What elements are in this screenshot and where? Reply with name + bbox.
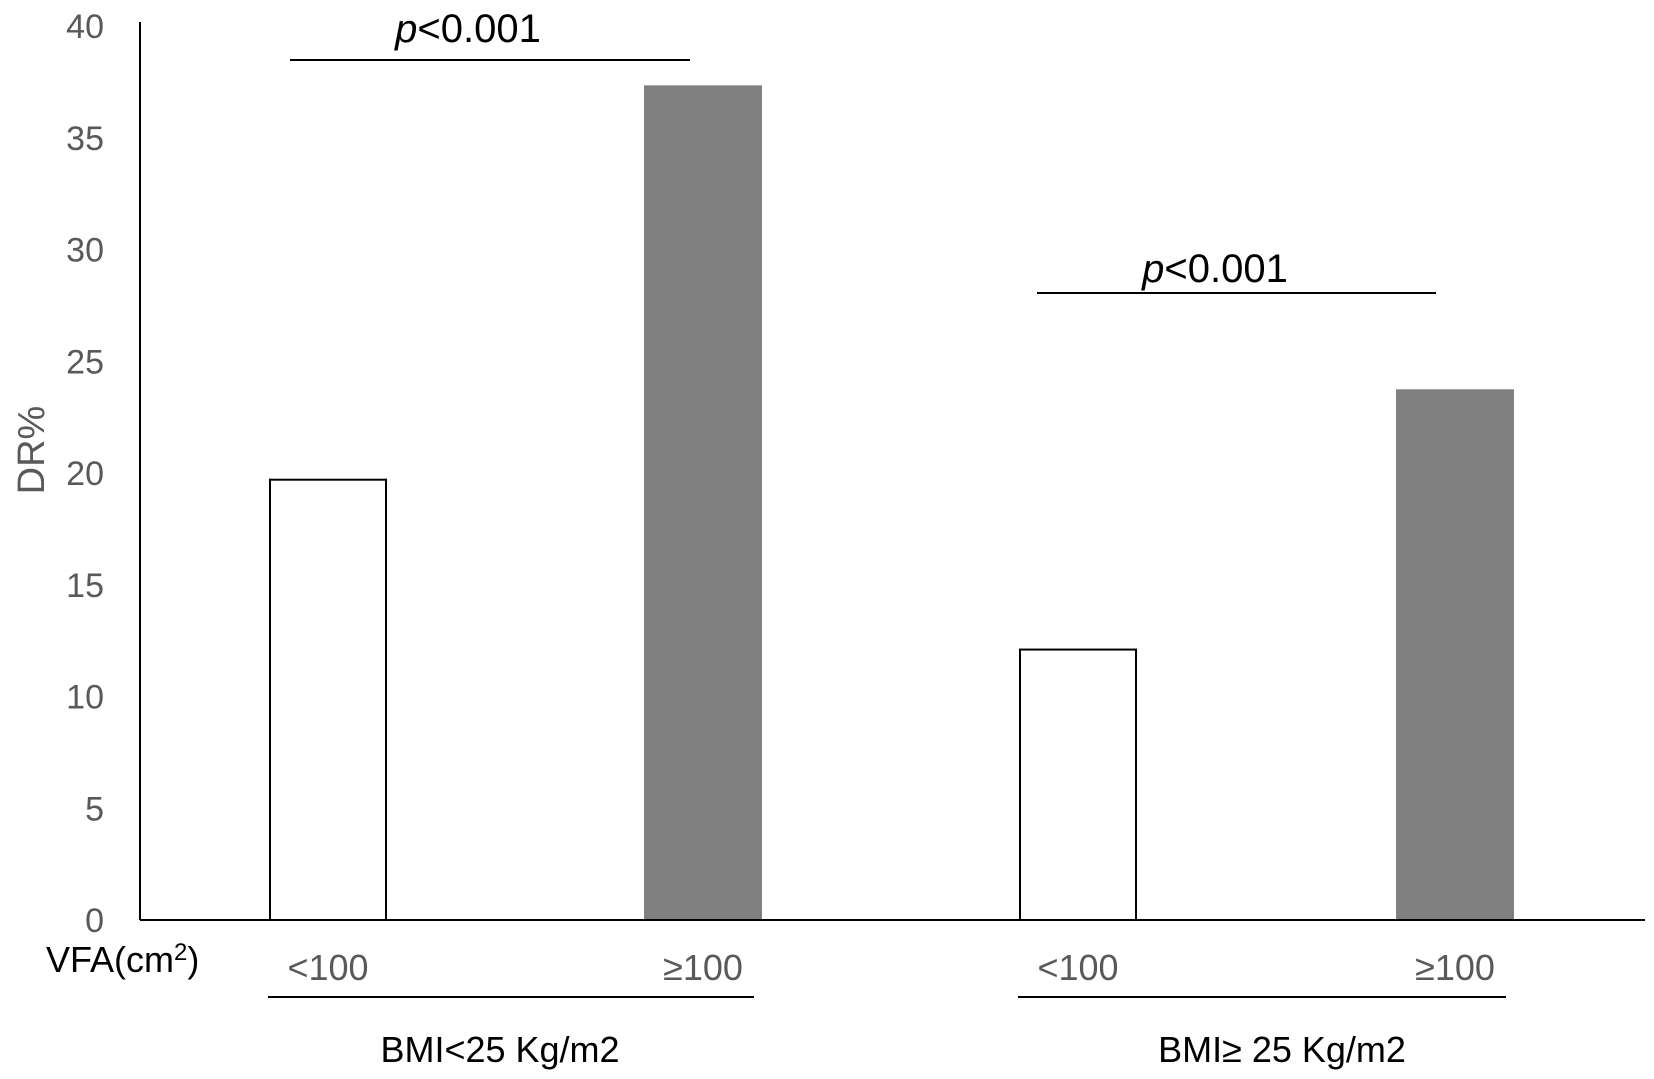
- y-tick-label: 30: [66, 232, 104, 270]
- y-tick-label: 25: [66, 343, 104, 381]
- x-axis-title: VFA(cm2): [46, 939, 199, 980]
- y-tick-label: 40: [66, 8, 104, 46]
- y-tick-label: 35: [66, 120, 104, 158]
- p-value-text: <0.001: [417, 7, 540, 51]
- category-label: ≥100: [1415, 947, 1495, 988]
- category-label: <100: [1037, 947, 1118, 988]
- y-axis-title: DR%: [11, 406, 53, 495]
- y-tick-labels: 0 5 10 15 20 25 30 35 40: [66, 8, 104, 940]
- category-labels: <100 ≥100 <100 ≥100: [287, 947, 1494, 988]
- group-label: BMI<25 Kg/m2: [380, 1029, 619, 1070]
- y-tick-label: 15: [66, 567, 104, 605]
- bar: [644, 85, 762, 922]
- category-label: ≥100: [663, 947, 743, 988]
- y-tick-label: 10: [66, 679, 104, 717]
- bar: [1019, 648, 1137, 921]
- bars: [269, 85, 1514, 922]
- bar: [269, 478, 387, 921]
- bar: [1396, 389, 1514, 921]
- p-value-symbol: p: [1141, 247, 1164, 291]
- p-value-label: p<0.001: [394, 7, 541, 51]
- y-tick-label: 20: [66, 455, 104, 493]
- y-tick-label: 5: [85, 790, 104, 828]
- p-value-symbol: p: [394, 7, 417, 51]
- p-value-label: p<0.001: [1141, 247, 1288, 291]
- y-tick-label: 0: [85, 902, 104, 940]
- x-axis-title-superscript: 2: [174, 939, 187, 966]
- category-label: <100: [287, 947, 368, 988]
- group-label: BMI≥ 25 Kg/m2: [1158, 1029, 1406, 1070]
- p-value-text: <0.001: [1164, 247, 1287, 291]
